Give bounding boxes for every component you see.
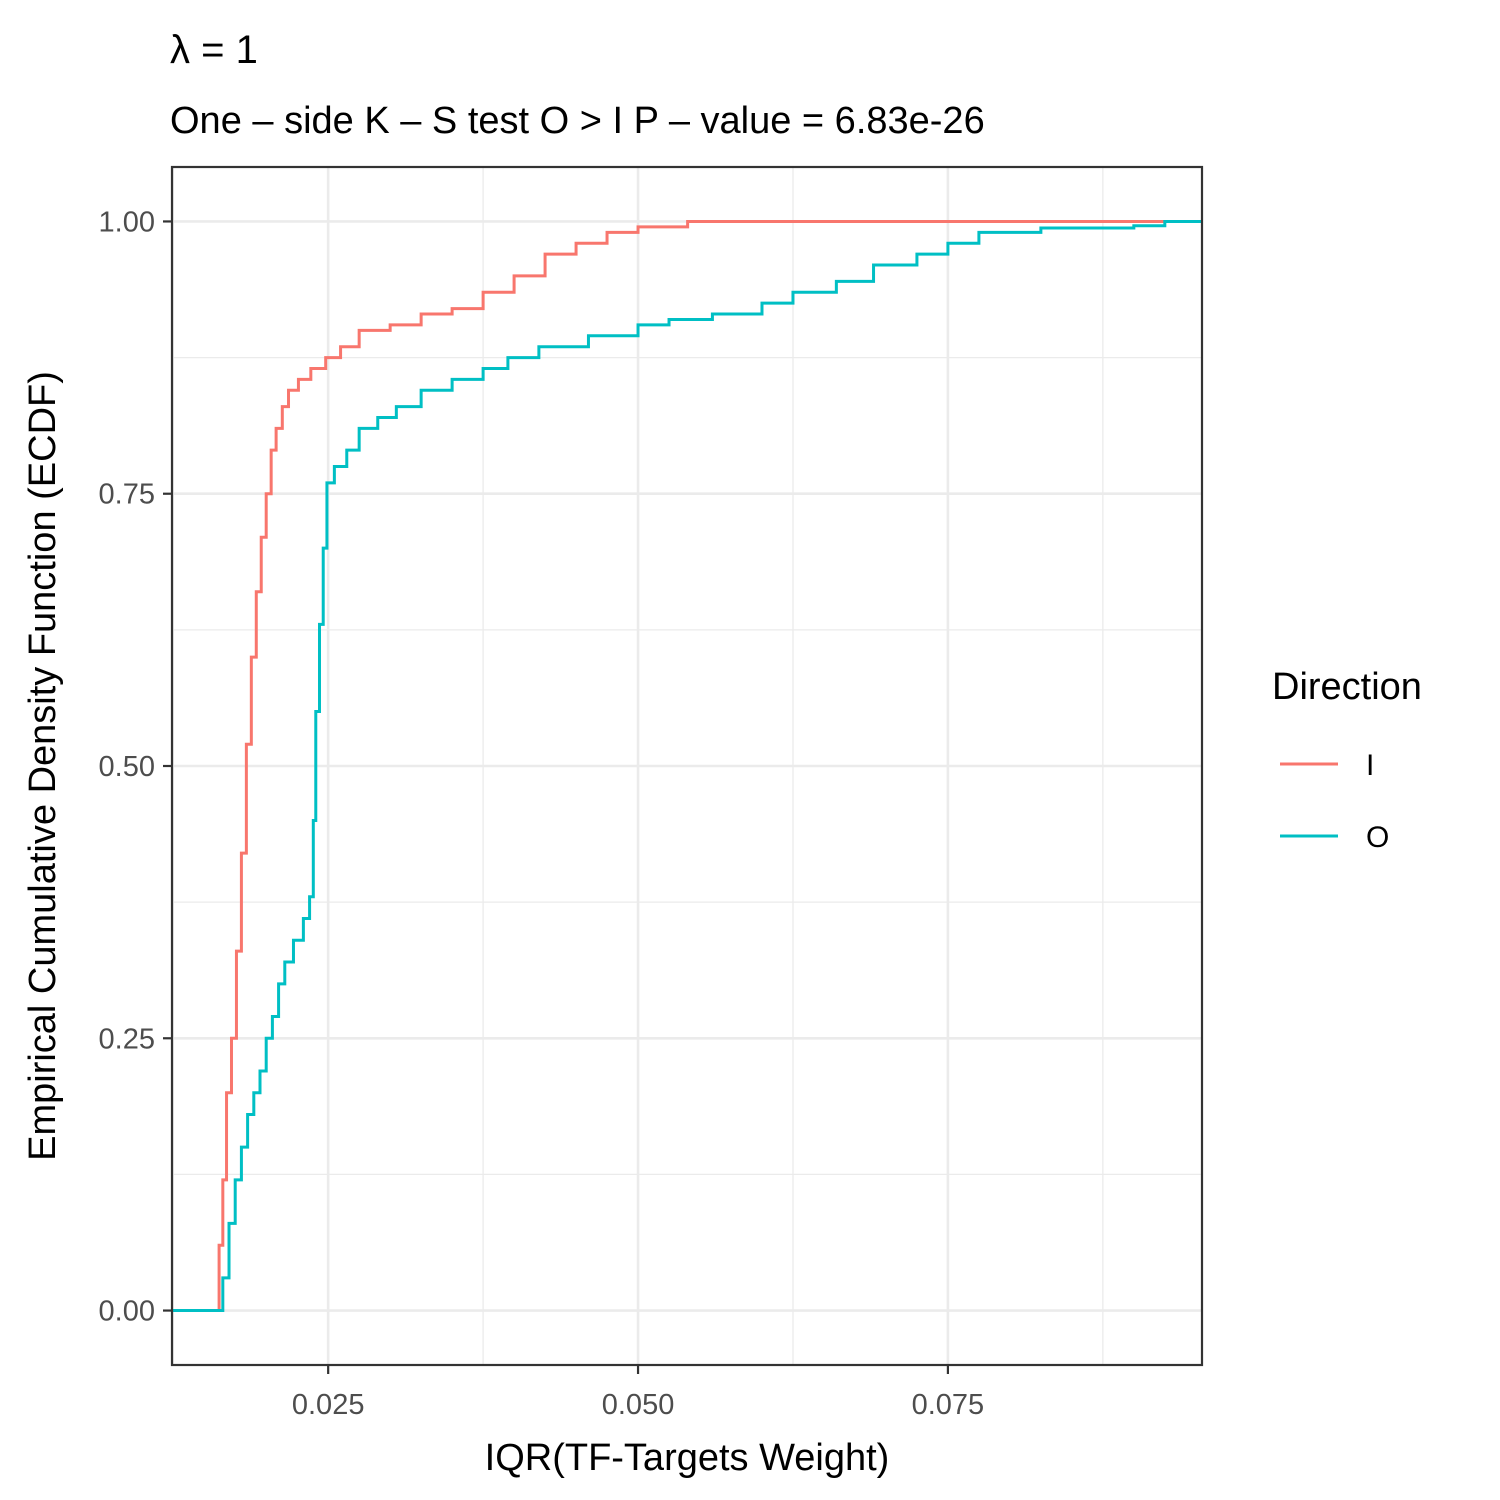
x-tick-label: 0.075 — [912, 1389, 985, 1421]
y-axis: 0.00 0.25 0.50 0.75 1.00 — [99, 206, 172, 1328]
legend-title: Direction — [1272, 666, 1422, 708]
y-tick-label: 0.75 — [99, 479, 155, 511]
series-layer — [172, 219, 1202, 1313]
y-tick-label: 1.00 — [99, 206, 155, 238]
series-line-o — [172, 219, 1202, 1313]
chart-title: λ = 1 — [170, 28, 258, 72]
chart-subtitle: One – side K – S test O > I P – value = … — [170, 100, 985, 142]
major-gridlines — [172, 167, 1202, 1365]
series-line-i — [172, 219, 1202, 1313]
legend-items: IO — [1280, 749, 1389, 854]
y-tick-label: 0.00 — [99, 1296, 155, 1328]
y-tick-label: 0.25 — [99, 1023, 155, 1055]
x-tick-label: 0.050 — [602, 1389, 675, 1421]
y-axis-title: Empirical Cumulative Density Function (E… — [22, 371, 64, 1161]
legend: Direction IO — [1272, 666, 1422, 854]
y-tick-label: 0.50 — [99, 751, 155, 783]
legend-label-i: I — [1366, 749, 1374, 782]
legend-label-o: O — [1366, 821, 1389, 854]
x-tick-label: 0.025 — [292, 1389, 365, 1421]
x-axis-title: IQR(TF-Targets Weight) — [485, 1437, 890, 1479]
x-axis: 0.025 0.050 0.075 — [292, 1365, 984, 1421]
